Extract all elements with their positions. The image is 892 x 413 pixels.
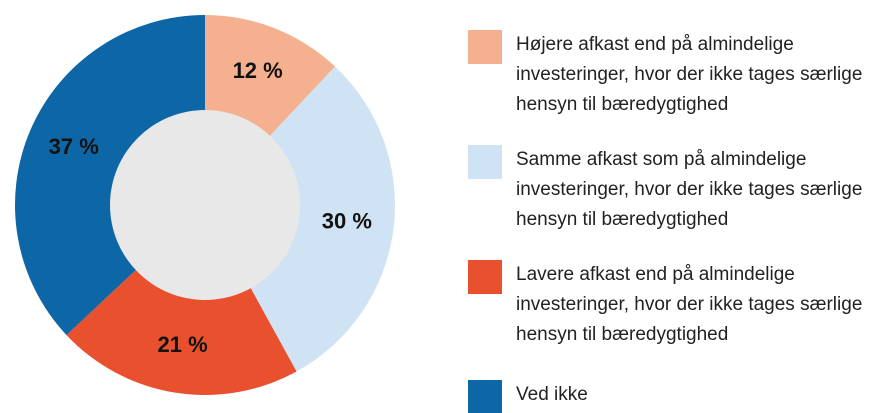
donut-hole [110, 110, 300, 300]
legend-swatch [468, 380, 502, 413]
legend-swatch [468, 145, 502, 179]
data-label: 21 % [158, 332, 208, 357]
chart: 12 % 30 % 21 % 37 % [14, 15, 396, 395]
legend-swatch [468, 30, 502, 64]
legend-item: Ved ikke [468, 380, 888, 413]
slice [205, 66, 396, 372]
legend-label: Højere afkast end på almindelige investe… [516, 34, 863, 115]
slice [66, 205, 297, 395]
legend-swatch [468, 260, 502, 294]
legend-label: Lavere afkast end på almindelige investe… [516, 264, 863, 345]
data-label: 30 % [322, 209, 372, 234]
slice [14, 15, 205, 336]
legend-item: Samme afkast som på almindelige invester… [468, 145, 888, 235]
legend-label: Samme afkast som på almindelige invester… [516, 149, 863, 230]
data-label: 12 % [233, 58, 283, 83]
legend-item: Lavere afkast end på almindelige investe… [468, 260, 888, 350]
legend-item: Højere afkast end på almindelige investe… [468, 30, 888, 120]
data-label: 37 % [49, 134, 99, 159]
legend-label: Ved ikke [516, 384, 588, 405]
